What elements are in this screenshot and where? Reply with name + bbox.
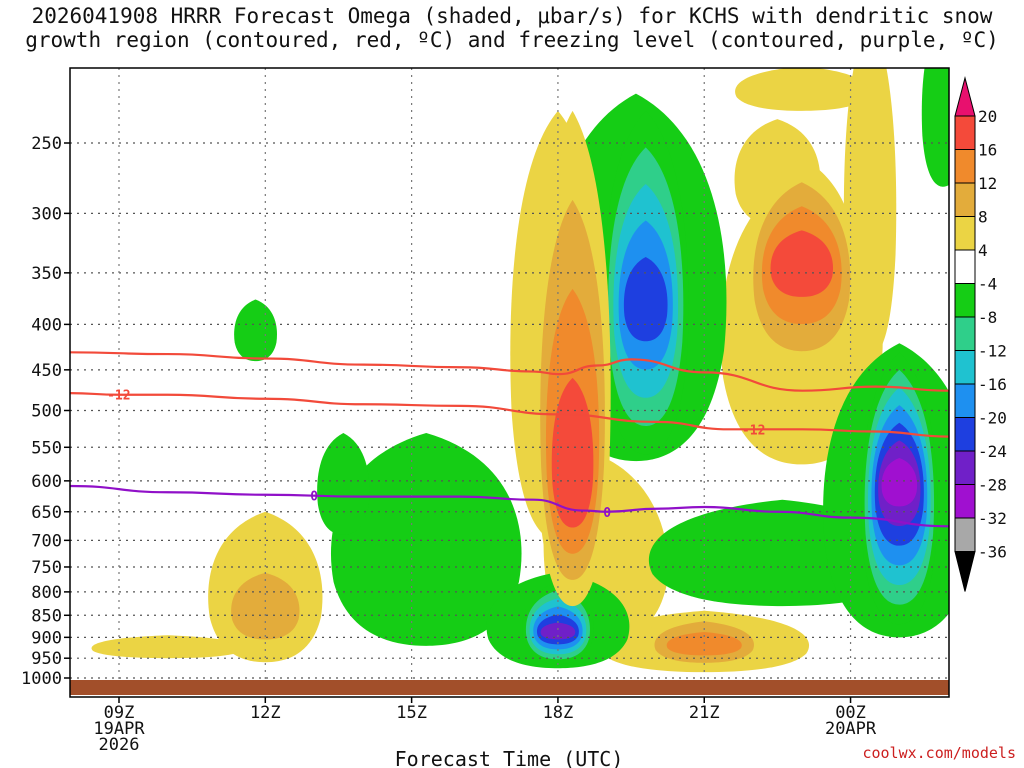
x-tick-sublabel-20APR: 20APR <box>825 719 877 739</box>
colorbar-label-minus-36: -36 <box>978 543 1007 562</box>
y-tick-label-350: 350 <box>31 264 62 284</box>
omega-level-minus-30 <box>881 457 918 507</box>
contour-2-line <box>70 392 949 438</box>
y-tick-label-900: 900 <box>31 628 62 648</box>
x-tick-label-18Z: 18Z <box>543 703 574 723</box>
omega-rising-envelope-15z <box>330 432 522 646</box>
y-tick-label-950: 950 <box>31 649 62 669</box>
colorbar-label-12: 12 <box>978 174 997 193</box>
colorbar-box-8 <box>954 350 976 385</box>
colorbar-box-11 <box>954 450 976 485</box>
colorbar-label-minus-16: -16 <box>978 375 1007 394</box>
x-tick-label-09Z: 09Z <box>104 703 135 723</box>
colorbar-label-minus-4: -4 <box>978 275 997 294</box>
omega-rising-envelope-12z-aloft <box>234 299 277 362</box>
colorbar-label-minus-12: -12 <box>978 342 1007 361</box>
y-tick-label-700: 700 <box>31 531 62 551</box>
x-tick-sublabel-19APR: 19APR <box>93 719 145 739</box>
colorbar-label-minus-8: -8 <box>978 308 997 327</box>
x-tick-label-00Z: 00Z <box>835 703 866 723</box>
omega-shading <box>91 68 949 673</box>
colorbar-label-8: 8 <box>978 208 988 227</box>
colorbar-box-13 <box>954 517 976 552</box>
y-tick-label-300: 300 <box>31 204 62 224</box>
x-axis-title: Forecast Time (UTC) <box>395 747 624 768</box>
title-line-1: 2026041908 HRRR Forecast Omega (shaded, … <box>31 4 993 28</box>
y-tick-label-750: 750 <box>31 558 62 578</box>
y-tick-label-600: 600 <box>31 472 62 492</box>
contour-2-label-2: -12 <box>742 423 765 438</box>
y-tick-label-800: 800 <box>31 583 62 603</box>
x-tick-label-15Z: 15Z <box>396 703 427 723</box>
pressure-axis: 2503003504004505005506006507007508008509… <box>21 134 70 689</box>
colorbar-box-5 <box>954 249 976 284</box>
colorbar-box-9 <box>954 383 976 418</box>
y-tick-label-1000: 1000 <box>21 669 62 689</box>
chart-title: 2026041908 HRRR Forecast Omega (shaded, … <box>0 4 1024 52</box>
contour-3-label-2: 0 <box>603 506 611 521</box>
omega-level-10 <box>231 572 300 640</box>
colorbar-label-minus-24: -24 <box>978 442 1007 461</box>
colorbar-box-6 <box>954 283 976 318</box>
y-tick-label-400: 400 <box>31 315 62 335</box>
colorbar-bottom-arrow <box>954 551 976 592</box>
x-tick-label-12Z: 12Z <box>250 703 281 723</box>
x-tick-label-21Z: 21Z <box>689 703 720 723</box>
y-tick-label-850: 850 <box>31 606 62 626</box>
colorbar-label-4: 4 <box>978 241 988 260</box>
site-credit: coolwx.com/models <box>862 744 1016 762</box>
y-tick-label-450: 450 <box>31 361 62 381</box>
ground-strip <box>70 680 949 695</box>
colorbar-box-3 <box>954 182 976 217</box>
omega-sinking-envelope-top <box>735 68 869 111</box>
colorbar-box-2 <box>954 149 976 184</box>
colorbar: 20 16 12 8 4 -4 -8 -12 -16 -20 -24 -28 -32 -36 <box>954 76 1007 592</box>
plot-frame <box>69 67 950 698</box>
contour-3-line <box>70 484 949 528</box>
colorbar-box-7 <box>954 316 976 351</box>
title-line-2: growth region (contoured, red, ºC) and f… <box>25 28 999 52</box>
x-tick-sublabel-2026: 2026 <box>99 735 140 755</box>
y-tick-label-550: 550 <box>31 438 62 458</box>
omega-sinking-envelope-10z <box>91 635 244 659</box>
omega-level-minus-22 <box>623 257 668 342</box>
omega-level-minus-26 <box>540 622 576 640</box>
colorbar-label-20: 20 <box>978 107 997 126</box>
colorbar-label-16: 16 <box>978 141 997 160</box>
omega-rising-envelope-14z <box>317 432 370 535</box>
contour-2-label-1: -12 <box>107 389 130 404</box>
colorbar-label-minus-20: -20 <box>978 409 1007 428</box>
colorbar-box-4 <box>954 216 976 251</box>
colorbar-box-12 <box>954 484 976 519</box>
colorbar-box-1 <box>954 115 976 150</box>
omega-level-18 <box>770 230 834 297</box>
colorbar-label-minus-28: -28 <box>978 476 1007 495</box>
y-tick-label-500: 500 <box>31 402 62 422</box>
y-tick-label-650: 650 <box>31 503 62 523</box>
colorbar-box-10 <box>954 417 976 452</box>
y-tick-label-250: 250 <box>31 134 62 154</box>
colorbar-label-minus-32: -32 <box>978 509 1007 528</box>
omega-rising-envelope-02z-top <box>921 68 949 187</box>
contour-1-line <box>70 351 949 392</box>
colorbar-top-arrow <box>954 76 976 117</box>
contour-3-label-1: 0 <box>310 490 318 505</box>
temperature-contours: -12 -12 0 0 <box>70 351 949 528</box>
